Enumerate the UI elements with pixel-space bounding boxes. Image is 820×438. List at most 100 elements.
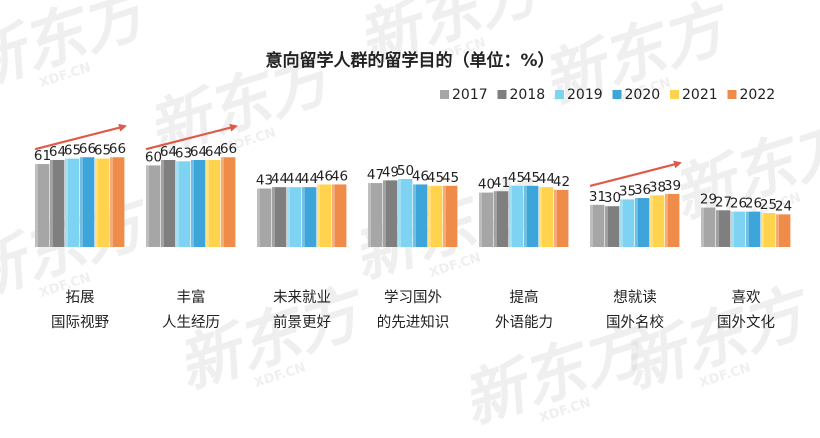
bar-group-5-2017	[590, 204, 605, 247]
bar-group-6-2022	[776, 214, 791, 247]
value-label: 45	[508, 170, 525, 186]
value-label: 36	[634, 182, 651, 198]
bar	[332, 184, 347, 247]
bar-group-6-2019	[731, 211, 746, 247]
bar	[731, 211, 746, 247]
category-label: 想就读	[613, 289, 657, 306]
bar	[494, 191, 509, 247]
category-label: 前景更好	[273, 314, 331, 331]
bar-group-3-2021	[428, 185, 443, 247]
value-label: 46	[316, 168, 333, 184]
bar	[35, 164, 50, 247]
value-label: 50	[397, 163, 414, 179]
bar-group-2-2020	[302, 187, 317, 247]
bar-group-0-2017	[35, 164, 50, 247]
value-label: 42	[553, 174, 570, 190]
legend-label-2017: 2017	[452, 87, 488, 103]
bar-group-5-2019	[620, 199, 635, 247]
bars	[35, 157, 791, 247]
category-label: 未来就业	[273, 289, 331, 306]
category-label: 外语能力	[495, 314, 553, 331]
bar	[272, 187, 287, 247]
bar-group-0-2021	[95, 158, 110, 247]
category-label: 拓展	[66, 289, 95, 306]
value-label: 26	[730, 196, 747, 212]
bar	[479, 192, 494, 247]
bar	[161, 159, 176, 247]
bar	[50, 159, 65, 247]
bar-group-2-2017	[257, 188, 272, 247]
value-label: 39	[664, 178, 681, 194]
bar	[176, 161, 191, 247]
bar-highlight	[761, 213, 764, 247]
legend: 2017 2018 2019 2020 2021 2022	[440, 87, 775, 103]
legend-label-2021: 2021	[682, 87, 718, 103]
value-label: 31	[589, 189, 606, 205]
bar-highlight	[95, 158, 98, 247]
value-label: 25	[760, 197, 777, 213]
bar-highlight	[731, 211, 734, 247]
bar	[383, 180, 398, 247]
legend-swatch-2017	[440, 90, 449, 99]
bar	[650, 195, 665, 247]
category-label: 学习国外	[384, 289, 442, 306]
bar	[746, 211, 761, 247]
bar	[590, 204, 605, 247]
category-label: 国外名校	[606, 314, 664, 331]
bar-group-5-2022	[665, 193, 680, 247]
bar	[428, 185, 443, 247]
value-label: 66	[220, 141, 237, 157]
bar	[605, 206, 620, 247]
bar-group-1-2021	[206, 159, 221, 247]
bar-group-2-2019	[287, 187, 302, 247]
bar-group-0-2018	[50, 159, 65, 247]
trend-arrows	[34, 123, 682, 188]
bar-highlight	[80, 157, 83, 247]
bar-group-0-2020	[80, 157, 95, 247]
bar-group-3-2018	[383, 180, 398, 247]
bar	[95, 158, 110, 247]
bar-highlight	[605, 206, 608, 247]
bar-highlight	[383, 180, 386, 247]
value-label: 45	[442, 170, 459, 186]
bar-highlight	[539, 187, 542, 247]
bar-group-1-2018	[161, 159, 176, 247]
category-label: 提高	[510, 289, 539, 306]
value-label: 44	[538, 171, 555, 187]
bar-group-3-2020	[413, 184, 428, 247]
bar-highlight	[65, 158, 68, 247]
bar	[413, 184, 428, 247]
legend-swatch-2019	[555, 90, 564, 99]
bar-highlight	[554, 189, 557, 247]
bar-highlight	[272, 187, 275, 247]
bar	[398, 179, 413, 247]
value-label: 38	[649, 179, 666, 195]
value-label: 45	[523, 170, 540, 186]
bar-group-3-2022	[443, 185, 458, 247]
legend-swatch-2021	[670, 90, 679, 99]
trend-arrow	[34, 123, 127, 151]
bar-highlight	[701, 207, 704, 247]
bar	[635, 198, 650, 247]
legend-label-2020: 2020	[625, 87, 661, 103]
bar-highlight	[716, 210, 719, 247]
value-label: 26	[745, 196, 762, 212]
trend-arrow	[145, 123, 238, 151]
bar-highlight	[665, 193, 668, 247]
bar	[701, 207, 716, 247]
bar-highlight	[494, 191, 497, 247]
bar-group-2-2022	[332, 184, 347, 247]
bar-group-6-2020	[746, 211, 761, 247]
bar-group-5-2021	[650, 195, 665, 247]
bar-highlight	[332, 184, 335, 247]
value-label: 65	[64, 143, 81, 159]
bar-highlight	[524, 185, 527, 247]
bar-highlight	[257, 188, 260, 247]
value-label: 66	[109, 141, 126, 157]
bar-group-1-2022	[221, 157, 236, 247]
bar-group-4-2021	[539, 187, 554, 247]
